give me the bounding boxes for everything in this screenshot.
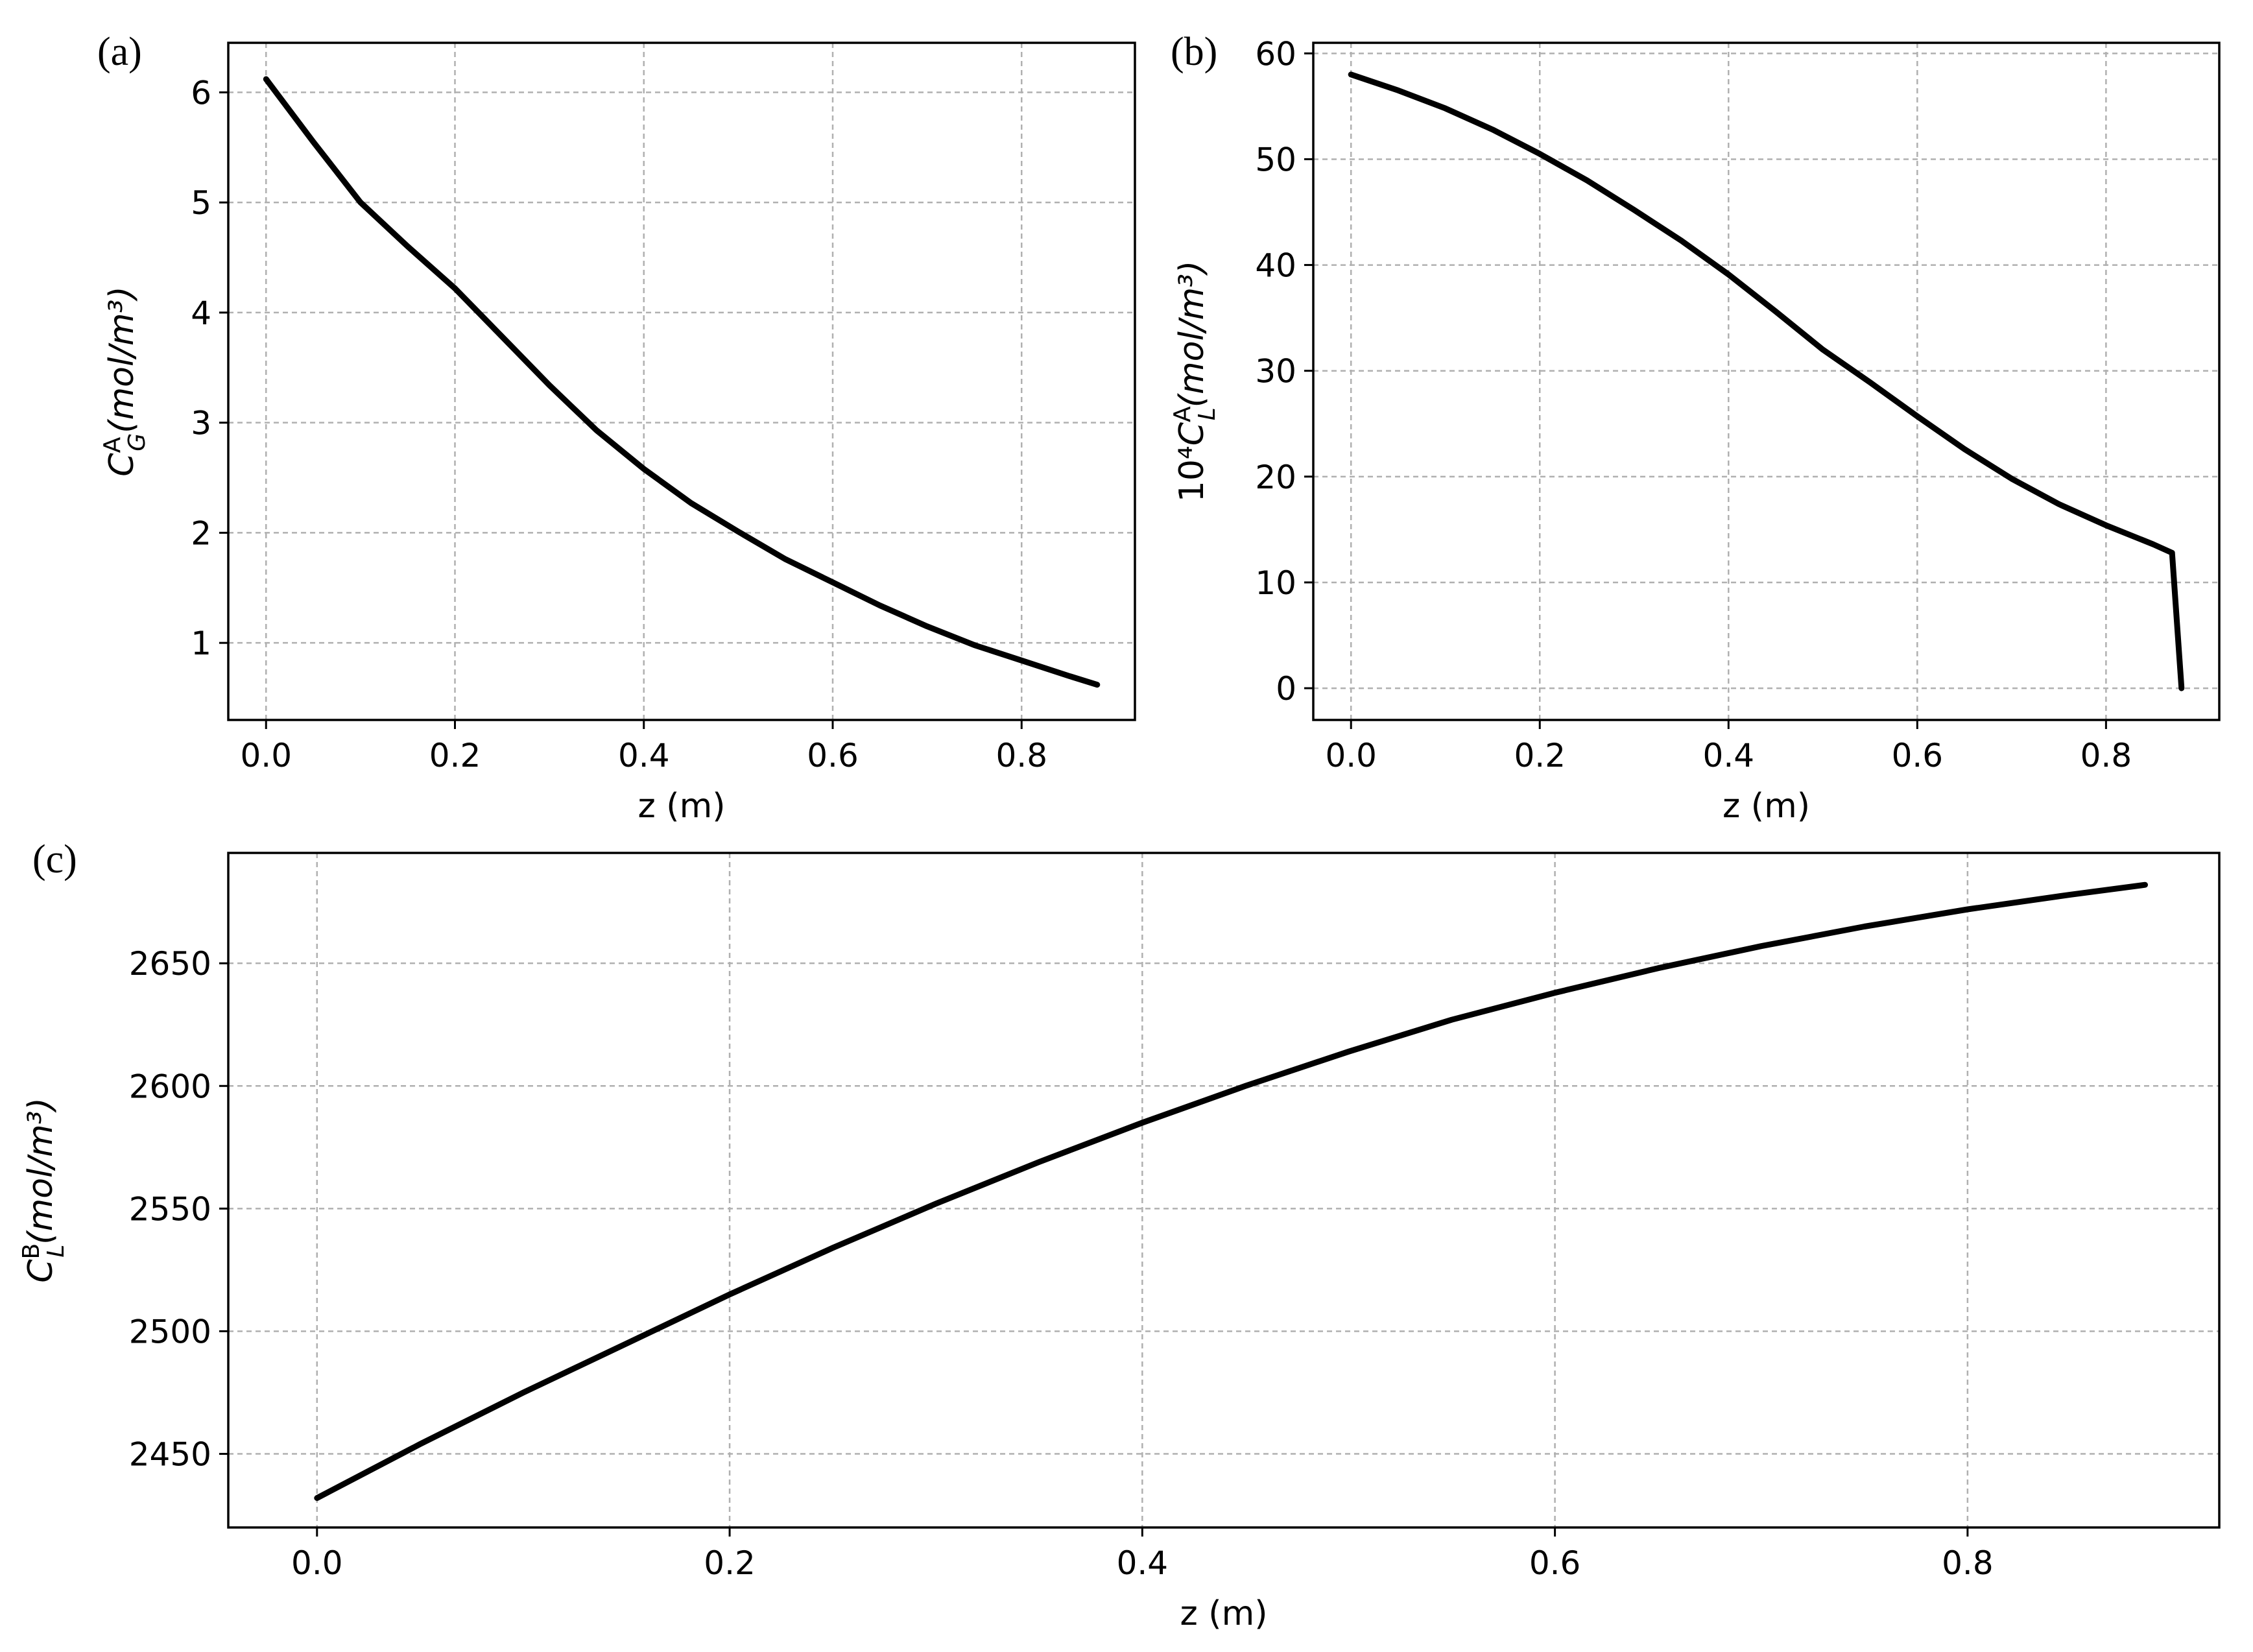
x-tick-label: 0.2 [704,1544,756,1582]
y-tick-label: 1 [191,625,211,662]
chart-panel-c: 0.0 0.2 0.4 0.6 0.8 2450 2500 2550 2600 2650 z (m)… [18,837,2221,1633]
y-axis-label-superscript: B [18,1243,45,1260]
x-axis-label: z (m) [638,787,725,826]
y-tick-label: 2550 [129,1190,211,1228]
chart-panel-a: 0.0 0.2 0.4 0.6 0.8 1 2 3 4 5 6 z (m) CAG(mol/m³) (a) [97,30,1136,826]
panel-letter: (b) [1171,30,1217,74]
y-axis-label-symbol: C [1173,422,1211,446]
x-tick-label: 0.4 [1117,1544,1169,1582]
y-axis-label: 10⁴CAL(mol/m³) [1169,261,1221,503]
y-axis-label-superscript: A [1169,406,1196,422]
x-tick-label: 0.8 [2080,737,2132,774]
y-axis-label-prefix: 10⁴ [1173,446,1211,502]
y-axis-label-unit: (mol/m³) [21,1097,60,1245]
x-tick-label: 0.8 [1942,1544,1994,1582]
x-tick-label: 0.6 [807,737,859,774]
plot-frame [227,42,1136,721]
y-tick-label: 2500 [129,1313,211,1350]
y-axis-label-subscript: L [43,1245,69,1258]
x-axis-label: z (m) [1723,787,1810,826]
y-tick-label: 2450 [129,1436,211,1474]
y-tick-label: 5 [191,184,211,222]
x-tick-label: 0.0 [1325,737,1377,774]
y-axis-label-subscript: L [1194,407,1221,420]
y-tick-label: 20 [1255,459,1296,496]
series-line [1348,71,2185,691]
y-axis-label-symbol: C [21,1259,60,1283]
y-tick-label: 2 [191,514,211,552]
y-tick-label: 2650 [129,945,211,983]
y-axis-label-superscript: A [99,437,126,453]
x-tick-label: 0.4 [618,737,670,774]
y-axis-label-symbol: C [102,453,141,477]
y-tick-label: 6 [191,74,211,112]
plot-frame [1312,42,2221,721]
panel-letter: (c) [32,837,77,881]
y-tick-label: 3 [191,405,211,442]
y-axis-label-unit: (mol/m³) [102,286,141,433]
y-axis-label-unit: (mol/m³) [1173,261,1211,408]
panel-letter: (a) [97,30,142,74]
x-tick-label: 0.0 [291,1544,343,1582]
y-tick-label: 30 [1255,353,1296,390]
y-tick-label: 40 [1255,247,1296,285]
y-axis-label: CAG(mol/m³) [99,286,150,476]
y-axis-label: CBL(mol/m³) [18,1097,69,1283]
y-tick-label: 4 [191,294,211,332]
x-tick-label: 0.8 [995,737,1047,774]
y-tick-label: 2600 [129,1068,211,1105]
x-tick-label: 0.2 [429,737,481,774]
x-tick-label: 0.6 [1529,1544,1581,1582]
x-tick-label: 0.0 [240,737,292,774]
x-axis-label: z (m) [1180,1594,1267,1633]
plot-frame [227,852,2221,1529]
x-tick-label: 0.2 [1514,737,1566,774]
x-tick-label: 0.6 [1892,737,1944,774]
y-tick-label: 0 [1276,670,1296,708]
y-tick-label: 10 [1255,564,1296,602]
series-line [314,881,2148,1502]
y-tick-label: 50 [1255,141,1296,178]
y-axis-label-subscript: G [124,433,150,451]
y-tick-label: 60 [1255,35,1296,73]
series-line [263,76,1101,688]
x-tick-label: 0.4 [1703,737,1755,774]
